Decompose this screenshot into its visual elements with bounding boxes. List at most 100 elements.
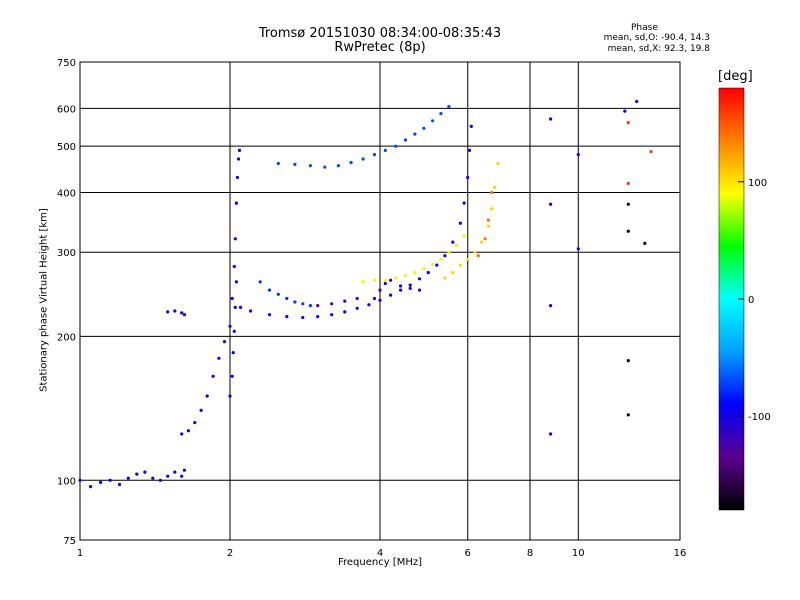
- data-point: [267, 313, 272, 317]
- data-point: [230, 374, 234, 378]
- data-point: [394, 144, 398, 148]
- x-tick-label: 8: [527, 548, 533, 559]
- x-tick-label: 6: [465, 548, 471, 559]
- data-point: [236, 157, 241, 161]
- data-point: [490, 207, 494, 211]
- data-points: [78, 99, 653, 489]
- chart-subtitle: RwPretec (8p): [334, 40, 426, 55]
- data-point: [231, 351, 235, 355]
- colorbar-label: [deg]: [718, 69, 753, 84]
- y-tick-label: 750: [57, 58, 76, 69]
- data-point: [626, 121, 630, 125]
- data-point: [372, 278, 377, 282]
- y-tick-label: 100: [57, 476, 76, 487]
- data-point: [447, 105, 451, 109]
- data-point: [234, 280, 238, 284]
- data-point: [417, 277, 422, 281]
- data-point: [316, 315, 320, 319]
- data-point: [466, 257, 470, 261]
- data-point: [451, 271, 455, 275]
- data-point: [293, 300, 297, 304]
- data-point: [399, 288, 403, 292]
- data-point: [455, 243, 459, 247]
- data-point: [349, 161, 353, 165]
- data-point: [258, 280, 262, 284]
- data-point: [469, 124, 473, 128]
- data-point: [233, 305, 237, 309]
- data-point: [166, 474, 170, 478]
- data-point: [308, 304, 312, 308]
- data-point: [576, 247, 580, 251]
- data-point: [649, 150, 653, 154]
- y-tick-label: 400: [57, 188, 76, 199]
- data-point: [462, 201, 466, 205]
- data-point: [431, 262, 435, 266]
- data-point: [361, 157, 365, 161]
- data-point: [451, 240, 455, 244]
- x-tick-label: 1: [77, 548, 83, 559]
- phase-legend-o-stats: mean, sd,O: -90.4, 14.3: [603, 33, 710, 43]
- colorbar-tick-label: -100: [748, 412, 771, 423]
- data-point: [237, 148, 242, 152]
- data-point: [135, 472, 139, 476]
- data-point: [466, 175, 470, 180]
- data-point: [355, 306, 359, 310]
- data-point: [486, 224, 490, 228]
- data-point: [426, 271, 430, 275]
- data-point: [549, 202, 553, 206]
- data-point: [239, 305, 243, 309]
- data-point: [626, 413, 630, 417]
- data-point: [182, 468, 186, 472]
- colorbar-tick-label: 100: [748, 178, 767, 189]
- data-point: [217, 356, 221, 360]
- data-point: [249, 309, 253, 313]
- data-point: [447, 250, 451, 254]
- data-point: [462, 234, 466, 238]
- data-point: [343, 299, 347, 303]
- data-point: [173, 309, 177, 313]
- data-point: [355, 296, 359, 301]
- data-point: [439, 112, 443, 116]
- data-point: [182, 313, 186, 317]
- data-point: [480, 240, 484, 244]
- data-point: [435, 263, 439, 267]
- data-point: [228, 394, 232, 398]
- data-point: [232, 264, 236, 269]
- data-point: [89, 485, 93, 489]
- data-point: [399, 284, 403, 288]
- data-point: [180, 432, 184, 436]
- data-point: [473, 250, 477, 254]
- data-point: [233, 237, 237, 241]
- phase-legend-heading: Phase: [631, 23, 658, 33]
- y-tick-label: 200: [57, 332, 76, 343]
- data-point: [408, 286, 412, 290]
- data-point: [422, 126, 426, 130]
- data-point: [383, 148, 387, 152]
- data-point: [222, 340, 227, 344]
- data-point: [431, 119, 435, 123]
- data-point: [389, 278, 393, 282]
- data-point: [413, 271, 417, 275]
- data-point: [232, 329, 236, 333]
- data-point: [336, 164, 340, 168]
- data-point: [483, 237, 487, 241]
- data-point: [476, 254, 480, 258]
- data-point: [173, 470, 177, 474]
- y-tick-label: 600: [57, 104, 76, 115]
- x-tick-label: 2: [227, 548, 233, 559]
- data-point: [394, 276, 398, 280]
- data-point: [389, 293, 393, 297]
- data-point: [635, 99, 639, 104]
- data-point: [301, 302, 305, 306]
- data-point: [549, 304, 553, 308]
- data-point: [158, 478, 162, 482]
- data-point: [180, 474, 184, 478]
- data-point: [234, 201, 238, 205]
- x-tick-label: 16: [674, 548, 687, 559]
- x-tick-label: 4: [377, 548, 383, 559]
- data-point: [285, 296, 289, 301]
- data-point: [117, 482, 122, 487]
- data-point: [372, 296, 377, 301]
- y-tick-label: 300: [57, 248, 76, 259]
